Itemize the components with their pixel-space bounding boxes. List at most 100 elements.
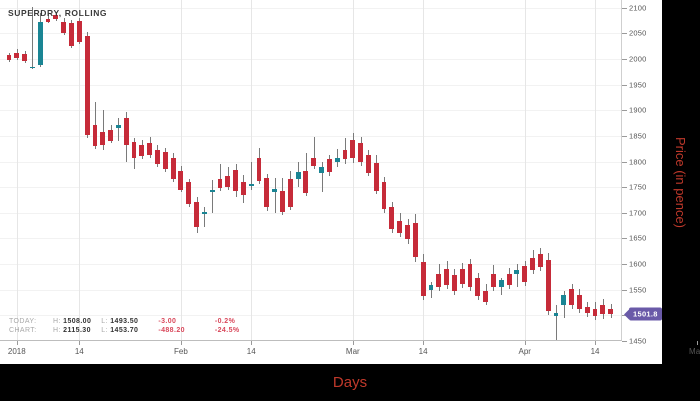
price-tick-label: 2050: [629, 28, 647, 38]
gridline-v: [353, 0, 354, 341]
candle-body: [201, 211, 207, 214]
candle-body: [483, 290, 489, 302]
date-tick: [17, 341, 18, 345]
candle-body: [326, 159, 332, 172]
candle-body: [170, 158, 176, 179]
status-high: H: 1508.00: [53, 318, 92, 325]
date-axis: 2018 14 Feb 14 Mar 14 Apr 14 May: [0, 341, 700, 364]
candle-body: [319, 166, 324, 173]
status-row-label: TODAY:: [9, 318, 37, 325]
candle-body: [420, 262, 426, 296]
candle-body: [248, 184, 254, 187]
candle-body: [45, 18, 51, 23]
status-change-pct: -24.5%: [214, 327, 240, 334]
date-tick: [423, 341, 424, 345]
candle-body: [295, 171, 301, 179]
candle-body: [475, 278, 481, 296]
candle-wick: [251, 161, 252, 191]
candle-body: [444, 269, 449, 285]
candle-body: [194, 201, 199, 228]
status-change-pct: -0.2%: [214, 318, 236, 325]
candle-body: [381, 182, 387, 209]
candle-body: [162, 152, 168, 169]
price-tick: [622, 136, 627, 137]
candle-body: [287, 178, 293, 207]
candle-body: [280, 191, 285, 212]
candle-body: [178, 170, 184, 191]
gridline-v: [79, 0, 80, 341]
candle-body: [76, 21, 82, 42]
candle-wick: [337, 149, 338, 167]
candle-body: [553, 313, 559, 317]
gridline-h: [0, 58, 622, 60]
candle-body: [92, 124, 98, 147]
date-tick-label: May: [689, 347, 700, 356]
candle-body: [6, 54, 12, 60]
gridline-h: [0, 289, 622, 291]
status-row: TODAY: H: 1508.00 L: 1493.50 -3.00 -0.2%: [9, 318, 240, 327]
gridline-h: [0, 212, 622, 214]
price-tick: [622, 59, 627, 60]
price-tick-label: 1800: [629, 157, 647, 167]
price-tick: [622, 213, 627, 214]
candle-wick: [275, 177, 276, 213]
candle-wick: [431, 281, 432, 298]
candle-body: [428, 284, 434, 290]
status-low: L: 1493.50: [101, 318, 139, 325]
candle-body: [592, 309, 598, 317]
candle-body: [147, 143, 153, 156]
date-tick-label: 14: [590, 347, 600, 356]
price-tick-label: 1750: [629, 182, 647, 192]
status-row: CHART: H: 2115.30 L: 1453.70 -488.20 -24.5%: [9, 327, 240, 336]
gridline-h: [0, 187, 622, 189]
price-tick-label: 1600: [629, 259, 647, 269]
candle-body: [225, 175, 231, 188]
status-high: H: 2115.30: [53, 327, 91, 334]
price-tick: [622, 238, 627, 239]
gridline-h: [0, 161, 622, 163]
date-tick: [595, 341, 596, 345]
status-legend: TODAY: H: 1508.00 L: 1493.50 -3.00 -0.2% CHAR…: [9, 318, 240, 336]
gridline-v: [525, 0, 526, 341]
candle-body: [373, 162, 379, 192]
candle-wick: [204, 206, 205, 228]
candle-body: [459, 269, 465, 284]
gridline-v: [595, 0, 596, 341]
candle-wick: [556, 305, 557, 340]
candle-body: [53, 14, 59, 19]
price-tick-label: 1550: [629, 285, 647, 295]
candle-body: [342, 150, 348, 160]
status-row-label: CHART:: [9, 327, 37, 334]
candle-wick: [220, 163, 221, 192]
candle-body: [37, 22, 43, 66]
candle-wick: [517, 264, 518, 287]
candle-body: [436, 274, 442, 287]
candle-wick: [322, 161, 323, 193]
candle-body: [514, 270, 520, 275]
candle-body: [209, 190, 215, 193]
gridline-h: [0, 84, 622, 86]
candle-body: [366, 155, 371, 173]
status-table: TODAY: H: 1508.00 L: 1493.50 -3.00 -0.2% CHAR…: [9, 318, 240, 336]
candle-body: [22, 53, 28, 61]
date-tick-label: Mar: [345, 347, 360, 356]
candle-body: [412, 223, 418, 257]
candle-body: [530, 257, 535, 271]
candle-body: [451, 275, 457, 291]
candle-body: [155, 150, 160, 164]
candle-body: [405, 225, 410, 240]
candle-body: [108, 129, 113, 141]
plot-frame: [0, 0, 622, 341]
candle-body: [272, 189, 278, 193]
candle-body: [491, 274, 496, 287]
date-tick-label: Apr: [518, 347, 531, 356]
status-low: L: 1453.70: [101, 327, 139, 334]
candle-body: [600, 305, 606, 315]
price-tick-label: 1650: [629, 233, 647, 243]
status-change: -488.20: [158, 327, 185, 334]
candle-body: [139, 145, 145, 157]
gridline-h: [0, 7, 622, 9]
gridline-v: [423, 0, 424, 341]
candle-body: [233, 169, 238, 192]
